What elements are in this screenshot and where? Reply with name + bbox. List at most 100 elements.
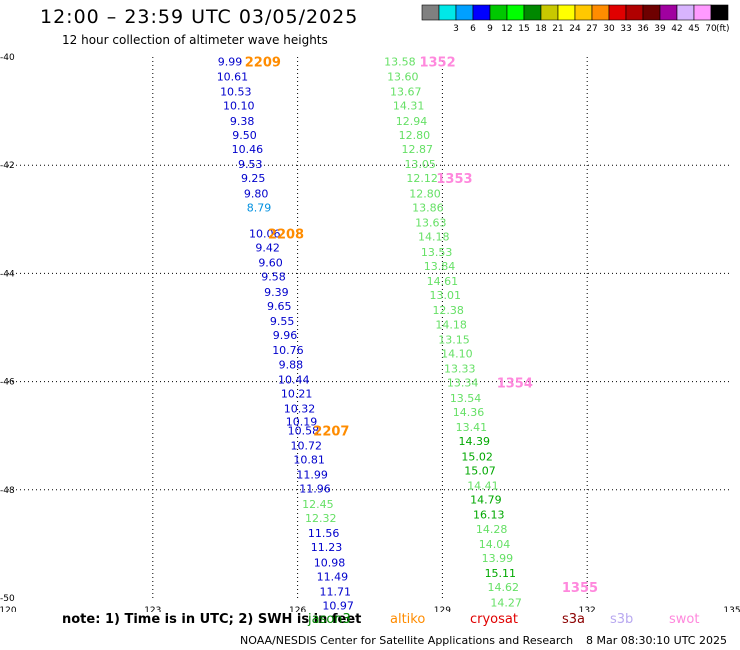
data-point-altika: 12.80	[399, 129, 431, 142]
data-point-altika: 14.18	[435, 318, 467, 331]
data-point-jason3: 9.39	[264, 286, 289, 299]
data-point-altika: 14.36	[453, 406, 485, 419]
data-point-altika: 12.38	[432, 304, 464, 317]
data-point-jason3: 10.97	[322, 600, 354, 612]
data-point-jason3: 10.61	[217, 70, 249, 83]
data-point-altika: 13.41	[456, 421, 488, 434]
data-point-altika: 15.11	[485, 567, 517, 580]
legend-unit: (ft)	[716, 24, 730, 34]
x-tick-label: 132	[579, 606, 596, 612]
data-point-jason3: 11.23	[311, 541, 343, 554]
data-point-altika: 14.04	[479, 538, 511, 551]
data-point-jason3: 10.53	[220, 86, 252, 99]
data-point-jason3: 9.25	[241, 172, 266, 185]
data-point-altika: 13.54	[450, 392, 482, 405]
data-point-altika: 13.99	[482, 552, 514, 565]
data-point-altika: 14.96	[493, 610, 525, 612]
satellite-label-altiko: altiko	[390, 612, 426, 627]
data-point-altika: 13.63	[415, 217, 447, 230]
pass-annotation: 2208	[268, 227, 304, 242]
legend-tick-label: 15	[518, 24, 529, 34]
data-point-altika: 14.62	[487, 581, 519, 594]
wave-height-chart: 120 123 126 129 132 135 -40 -42 -44 -46 -48 -50 9.99…	[0, 53, 740, 612]
data-point-jason3: 9.38	[230, 115, 255, 128]
satellite-label-cryosat: cryosat	[470, 612, 518, 627]
legend-tick-label: 6	[470, 24, 476, 34]
data-point-altika: 12.94	[396, 115, 428, 128]
y-tick-label: -48	[0, 486, 15, 496]
data-point-altika: 13.53	[421, 246, 453, 259]
generated-timestamp: 8 Mar 08:30:10 UTC 2025	[586, 634, 727, 647]
legend-tick-label: 12	[501, 24, 512, 34]
data-point-jason3: 9.58	[261, 271, 286, 284]
legend-tick-label: 30	[603, 24, 615, 34]
data-point-jason3: 10.44	[278, 373, 310, 386]
x-tick-label: 120	[0, 606, 17, 612]
data-point-altika: 13.84	[424, 260, 456, 273]
data-point-jason3: 9.55	[270, 315, 295, 328]
data-point-altika: 14.61	[427, 275, 459, 288]
data-point-jason3: 10.06	[249, 227, 281, 240]
color-legend: 3 6 9 12 15 18 21 24 27 30 33 36 39 42 45 70 (ft)	[421, 4, 730, 34]
pass-annotation: 2209	[245, 55, 281, 70]
legend-tick-label: 70	[705, 24, 717, 34]
data-point-jason3: 9.65	[267, 300, 292, 313]
data-point-altika: 13.67	[390, 86, 422, 99]
data-point-altika: 16.13	[473, 509, 505, 522]
data-point-altika: 15.07	[464, 464, 496, 477]
data-point-jason3: 12.45	[302, 498, 334, 511]
credit-text: NOAA/NESDIS Center for Satellite Applica…	[240, 634, 574, 647]
data-point-jason3: 9.99	[218, 55, 243, 68]
legend-tick-label: 45	[688, 24, 699, 34]
legend-tick-label: 18	[535, 24, 547, 34]
legend-tick-label: 21	[552, 24, 563, 34]
data-point-altika: 14.79	[470, 494, 502, 507]
legend-tick-label: 33	[620, 24, 631, 34]
data-point-jason3: 10.10	[223, 100, 255, 113]
legend-tick-label: 9	[487, 24, 493, 34]
data-point-jason3: 10.81	[293, 454, 325, 467]
legend-tick-label: 24	[569, 24, 581, 34]
data-point-altika: 13.34	[447, 377, 479, 390]
data-point-altika: 14.31	[393, 100, 425, 113]
data-point-jason3: 11.96	[299, 483, 331, 496]
data-point-jason3: 10.46	[232, 143, 264, 156]
y-tick-label: -44	[0, 269, 15, 279]
data-point-jason3: 11.56	[308, 527, 340, 540]
data-point-jason3: 10.76	[272, 344, 304, 357]
legend-tick-label: 3	[453, 24, 459, 34]
data-point-jason3: 9.80	[244, 187, 269, 200]
y-tick-label: -42	[0, 161, 15, 171]
data-point-altika: 14.10	[441, 347, 473, 360]
data-point-jason3: 8.79	[247, 201, 272, 214]
page-title: 12:00 – 23:59 UTC 03/05/2025	[40, 6, 359, 28]
legend-tick-label: 27	[586, 24, 597, 34]
data-point-jason3: 12.32	[305, 512, 337, 525]
data-point-altika: 13.60	[387, 70, 419, 83]
x-tick-label: 123	[144, 606, 161, 612]
data-point-altika: 12.12	[406, 172, 438, 185]
data-point-jason3: 9.88	[279, 358, 304, 371]
x-tick-label: 129	[434, 606, 451, 612]
page-subtitle: 12 hour collection of altimeter wave hei…	[62, 33, 328, 47]
data-point-jason3: 10.98	[314, 556, 346, 569]
data-point-altika: 14.28	[476, 523, 508, 536]
data-point-jason3: 9.53	[238, 158, 263, 171]
legend-tick-label: 42	[671, 24, 682, 34]
data-point-altika: 12.80	[409, 187, 441, 200]
data-point-altika: 13.86	[412, 201, 444, 214]
pass-annotation: 2207	[313, 424, 349, 439]
data-point-altika: 13.15	[438, 333, 470, 346]
data-point-jason3: 9.50	[232, 129, 257, 142]
satellite-label-s3b: s3b	[610, 612, 634, 627]
data-point-jason3: 11.49	[317, 570, 349, 583]
data-point-jason3: 10.21	[281, 388, 313, 401]
data-point-jason3: 10.19	[286, 416, 318, 429]
data-point-jason3: 10.32	[284, 403, 316, 416]
x-tick-label: 135	[723, 606, 740, 612]
pass-annotation: 1355	[562, 581, 598, 596]
data-point-altika: 14.18	[418, 231, 450, 244]
data-point-altika: 14.41	[467, 479, 499, 492]
pass-annotation: 1353	[436, 172, 472, 187]
legend-tick-label: 39	[654, 24, 666, 34]
